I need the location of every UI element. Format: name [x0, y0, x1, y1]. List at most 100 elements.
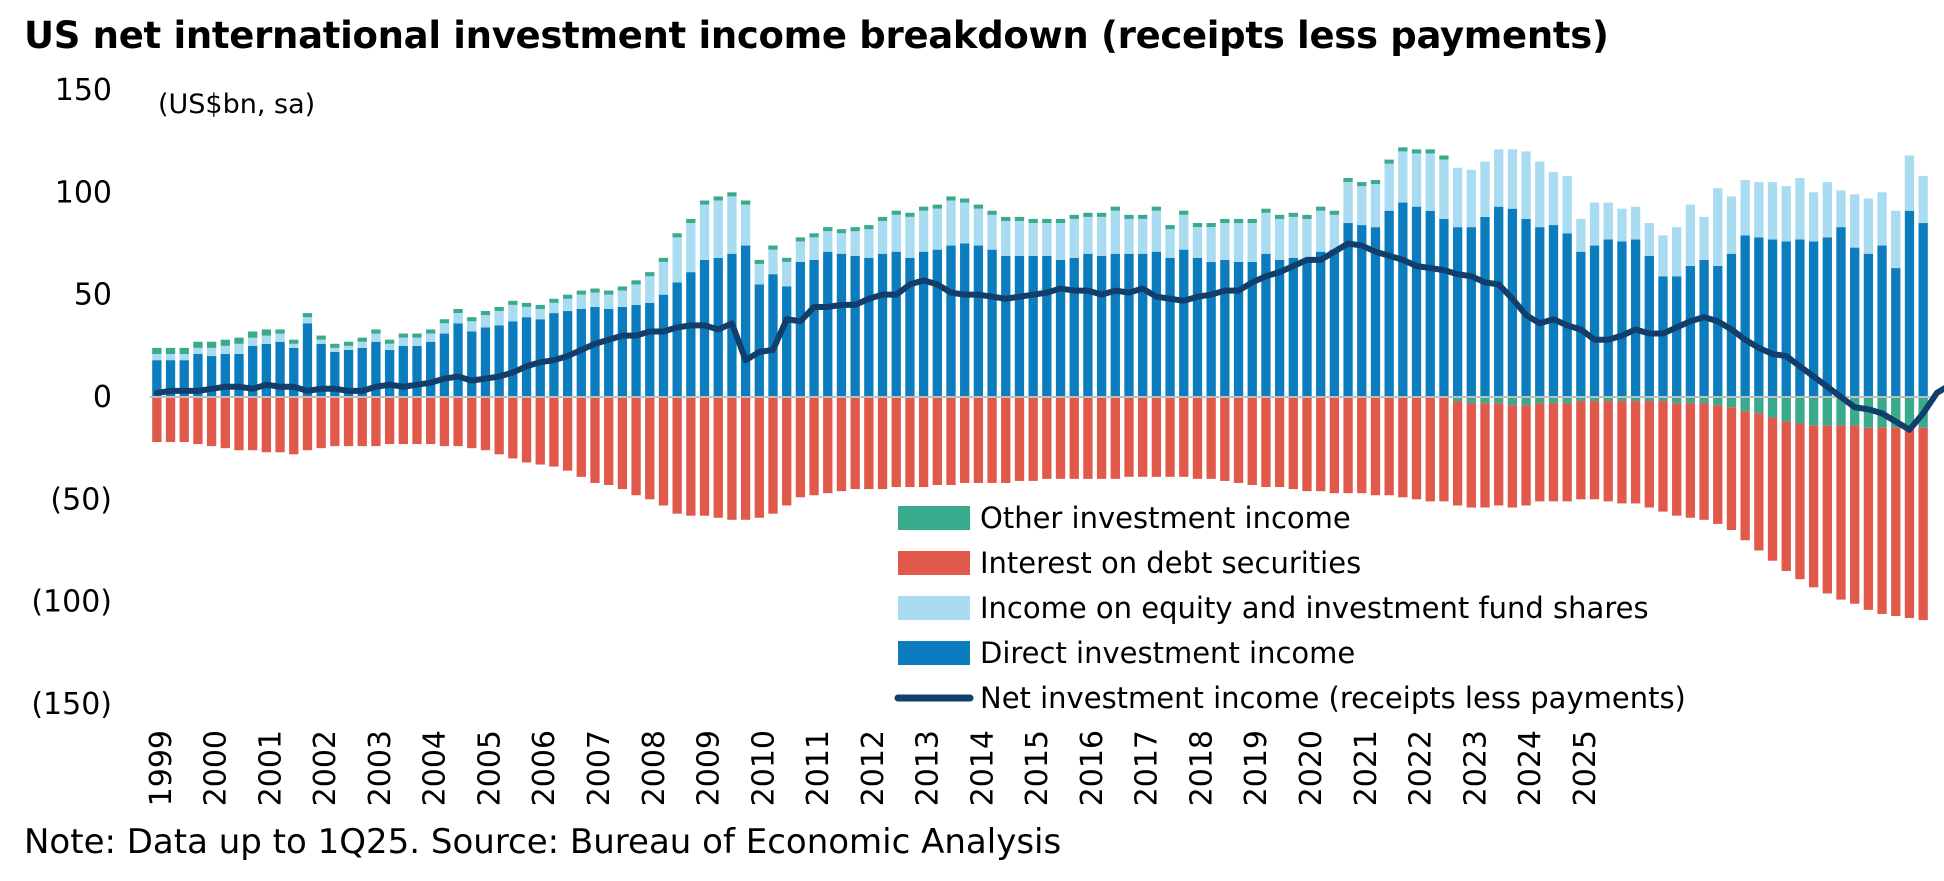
bar-other — [713, 196, 723, 201]
bar-interest — [1904, 427, 1915, 619]
x-tick-label: 2003 — [363, 730, 398, 806]
bar-equity — [316, 339, 326, 344]
bar-equity — [973, 208, 984, 246]
bar-other — [658, 257, 669, 262]
bar-other — [384, 339, 395, 344]
chart-note: Note: Data up to 1Q25. Source: Bureau of… — [24, 822, 1062, 862]
bar-other — [1179, 210, 1189, 215]
bar-other — [604, 290, 614, 295]
bar-interest — [439, 397, 450, 447]
bar-other — [1001, 216, 1011, 221]
bar-other — [357, 337, 367, 342]
bar-interest — [330, 397, 340, 447]
bar-equity — [1274, 218, 1285, 260]
bar-other — [179, 347, 189, 355]
bar-other — [987, 210, 997, 215]
bar-equity — [206, 347, 217, 357]
x-tick-label: 2025 — [1568, 730, 1603, 806]
bar-direct — [467, 331, 477, 397]
bar-interest — [850, 397, 860, 490]
bar-equity — [1877, 192, 1887, 246]
bar-direct — [1672, 276, 1682, 397]
bar-direct — [1603, 239, 1613, 397]
bar-interest — [234, 397, 244, 451]
bar-interest — [1096, 397, 1107, 479]
bar-equity — [1357, 186, 1367, 226]
bar-equity — [946, 200, 956, 246]
bar-equity — [1055, 223, 1066, 260]
x-tick-label: 2008 — [637, 730, 672, 806]
bar-interest — [973, 397, 984, 483]
bar-other — [1589, 397, 1600, 402]
bar-other — [1124, 214, 1134, 219]
bar-interest — [1795, 423, 1805, 580]
bar-equity — [1658, 235, 1668, 277]
bar-other — [521, 302, 532, 307]
bar-other — [1247, 218, 1257, 224]
bar-interest — [1055, 397, 1066, 479]
bar-equity — [1630, 206, 1641, 240]
bar-equity — [1576, 218, 1586, 252]
bar-direct — [1863, 253, 1874, 397]
bar-equity — [1795, 178, 1805, 240]
bar-other — [960, 198, 970, 203]
bar-interest — [795, 397, 806, 498]
bar-interest — [1836, 425, 1846, 600]
bar-direct — [1795, 239, 1805, 397]
bar-other — [1096, 212, 1107, 217]
bar-direct — [617, 306, 628, 397]
bar-other — [1425, 149, 1435, 154]
bar-equity — [1138, 218, 1148, 254]
bar-interest — [343, 397, 354, 447]
bar-other — [1836, 397, 1846, 426]
x-tick-label: 2010 — [746, 730, 781, 806]
bar-other — [549, 298, 559, 303]
y-tick-label: (50) — [50, 482, 112, 517]
bar-other — [932, 204, 942, 209]
y-tick-label: 0 — [93, 380, 112, 415]
bar-equity — [1863, 198, 1874, 254]
bar-interest — [1603, 401, 1613, 502]
bar-interest — [1357, 397, 1367, 494]
bar-interest — [1740, 411, 1750, 541]
bar-other — [1439, 155, 1449, 160]
bar-direct — [289, 347, 299, 397]
bar-other — [699, 200, 710, 205]
bar-other — [836, 229, 847, 234]
legend-swatch-direct — [898, 641, 970, 665]
bar-interest — [357, 397, 367, 447]
bar-interest — [412, 397, 422, 445]
bar-equity — [343, 345, 354, 350]
bar-interest — [576, 397, 586, 477]
bar-direct — [1055, 259, 1066, 397]
y-tick-label: 150 — [55, 73, 112, 108]
x-tick-label: 2016 — [1075, 730, 1110, 806]
bar-other — [467, 317, 477, 322]
bar-interest — [1316, 397, 1326, 492]
bar-interest — [1630, 401, 1641, 504]
bar-interest — [1138, 397, 1148, 477]
bar-other — [1220, 218, 1230, 224]
bar-equity — [1370, 184, 1381, 228]
bar-direct — [1726, 253, 1737, 397]
x-tick-label: 2021 — [1349, 730, 1384, 806]
bar-equity — [1808, 192, 1819, 242]
bar-other — [1398, 147, 1408, 152]
bar-direct — [1699, 259, 1709, 397]
bar-direct — [891, 251, 901, 397]
bar-other — [1740, 397, 1750, 412]
y-axis: 150 100 50 0 (50) (100) (150) — [31, 73, 112, 722]
bar-interest — [1192, 397, 1203, 479]
bar-interest — [1863, 427, 1874, 610]
chart-title: US net international investment income b… — [24, 14, 1609, 57]
legend-label-other: Other investment income — [980, 501, 1351, 535]
bar-equity — [1850, 194, 1860, 248]
bar-equity — [1439, 159, 1449, 219]
bar-interest — [206, 397, 217, 447]
bar-equity — [658, 261, 669, 295]
bar-direct — [521, 317, 532, 397]
bar-equity — [1425, 153, 1435, 211]
bar-direct — [1165, 257, 1175, 397]
bar-direct — [1096, 255, 1107, 397]
bar-other — [1494, 397, 1504, 404]
